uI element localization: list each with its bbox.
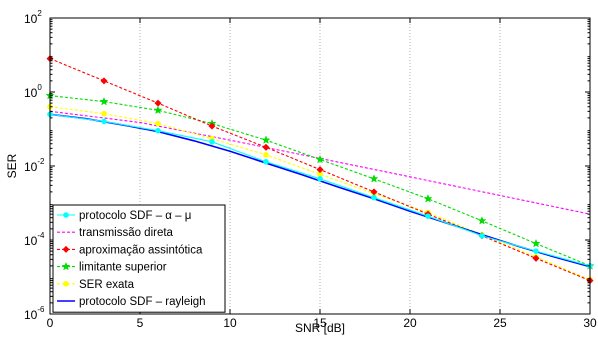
data-point (100, 77, 108, 85)
data-point (153, 105, 163, 115)
data-point (155, 120, 161, 127)
x-tick-label: 20 (403, 316, 417, 330)
legend-label: protocolo SDF – rayleigh (79, 296, 206, 308)
y-tick-label: 100 (24, 83, 42, 100)
y-tick-label: 10-2 (24, 157, 45, 174)
y-tick-label: 10-4 (24, 231, 45, 248)
data-point (477, 216, 487, 225)
x-tick-label: 10 (223, 316, 237, 330)
legend-label: transmissão direta (79, 227, 174, 239)
x-axis-label: SNR [dB] (295, 321, 345, 335)
legend-entry: limitante superior (57, 262, 167, 274)
legend-entry: transmissão direta (57, 227, 174, 239)
data-point (316, 166, 324, 174)
legend-marker (61, 261, 71, 271)
data-point (263, 152, 269, 158)
legend-entry: SER exata (57, 279, 135, 291)
legend: protocolo SDF – α – μ transmissão direta a… (52, 204, 226, 313)
data-point (101, 110, 107, 117)
legend-marker (63, 281, 69, 287)
data-point (317, 176, 323, 182)
data-point (262, 143, 270, 151)
series-line (49, 95, 591, 267)
legend-box (52, 204, 226, 313)
data-point (155, 127, 161, 134)
data-point (371, 194, 377, 201)
legend-label: protocolo SDF – α – μ (79, 210, 191, 222)
legend-marker (63, 212, 69, 218)
data-point (369, 174, 379, 183)
data-point (425, 213, 431, 219)
data-point (209, 139, 215, 145)
data-point (208, 122, 216, 130)
data-point (99, 96, 109, 106)
x-tick-label: 5 (137, 316, 144, 330)
data-point (261, 135, 271, 144)
series-2 (49, 110, 591, 215)
data-point (370, 188, 378, 196)
y-tick-label: 10-6 (24, 305, 45, 322)
data-point (263, 158, 269, 165)
data-point (423, 194, 433, 203)
data-point (315, 154, 325, 164)
data-point (531, 238, 541, 248)
legend-label: SER exata (79, 279, 135, 291)
data-point (533, 248, 539, 254)
x-tick-label: 15 (313, 316, 327, 330)
legend-entry: protocolo SDF – α – μ (57, 210, 191, 222)
axis-layer: 0 5 10 15 20 25 30 102 100 10-2 10-4 10-6 (24, 9, 597, 330)
x-tick-label: 30 (583, 316, 597, 330)
y-axis-label: SER (5, 153, 19, 178)
data-point (154, 99, 162, 107)
legend-label: aproximação assintótica (79, 244, 203, 256)
legend-marker (62, 245, 70, 253)
data-point (479, 232, 485, 239)
x-tick-label: 0 (47, 316, 54, 330)
data-point (101, 118, 107, 125)
legend-entry: aproximação assintótica (57, 244, 203, 256)
legend-label: limitante superior (79, 262, 167, 274)
series-line (49, 110, 591, 215)
series-line (49, 106, 591, 281)
x-tick-label: 25 (493, 316, 507, 330)
data-point (532, 254, 540, 262)
y-tick-label: 102 (24, 9, 42, 26)
legend-entry: protocolo SDF – rayleigh (57, 296, 206, 308)
series-1 (47, 111, 593, 269)
